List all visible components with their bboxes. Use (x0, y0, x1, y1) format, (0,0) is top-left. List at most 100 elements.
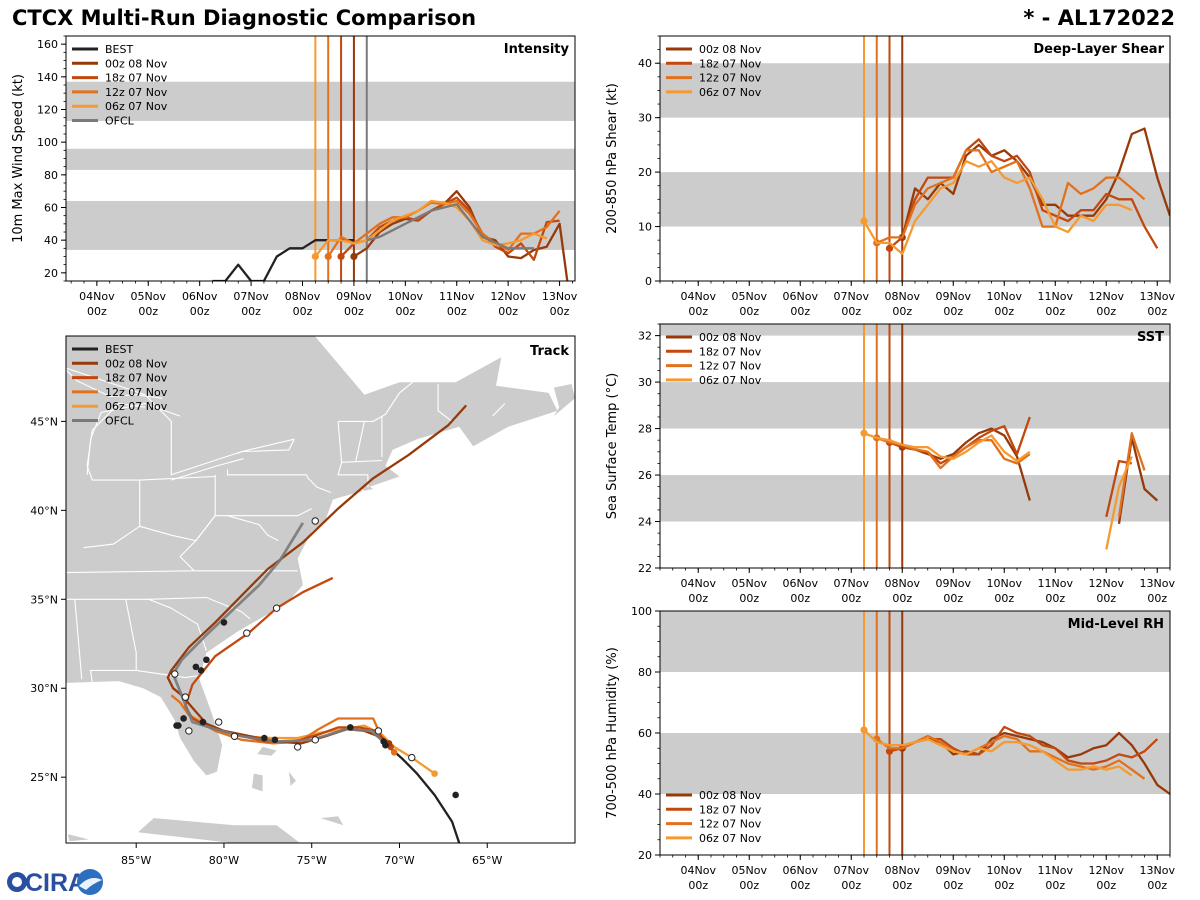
border-line (337, 459, 382, 476)
land (553, 384, 575, 417)
island (320, 816, 344, 826)
ofcl-marker (243, 629, 251, 637)
ofcl-marker (181, 693, 190, 701)
chart-shear: 0 10 20 30 40 04Nov 00z 05Nov 00z 06Nov 00z 07Nov 00… (605, 35, 1176, 318)
ofcl-marker (311, 736, 319, 744)
lat-tick-label: 40°N (30, 504, 58, 517)
y-tick-label: 60 (44, 202, 58, 215)
x-tick-label: 13Nov 00z (1140, 577, 1176, 605)
y-tick-label: 100 (631, 605, 652, 618)
best-track-marker (203, 656, 210, 664)
y-tick-label: 24 (638, 516, 652, 529)
x-tick-label: 05Nov 00z (732, 577, 768, 605)
border-line (214, 474, 312, 517)
best-track-marker (173, 722, 180, 729)
legend-label: 00z 08 Nov (105, 57, 168, 70)
chart-rh: 20 40 60 80 100 04Nov 00z 05Nov 00z 06Nov 00z 07Nov… (605, 605, 1175, 892)
land (66, 336, 558, 776)
series-line (1105, 456, 1133, 550)
x-tick-label: 04Nov 00z (681, 290, 717, 318)
border-line (179, 515, 216, 572)
legend-label: 06z 07 Nov (699, 86, 762, 99)
track-line (383, 742, 461, 843)
init-point (885, 747, 894, 755)
legend-label: 12z 07 Nov (105, 86, 168, 99)
y-tick-label: 60 (638, 727, 652, 740)
y-tick-label: 40 (44, 234, 58, 247)
y-tick-label: 40 (638, 57, 652, 70)
border-line (66, 596, 251, 620)
ofcl-marker (185, 727, 193, 735)
ofcl-marker (374, 727, 383, 735)
best-track-marker (220, 619, 228, 626)
x-tick-label: 13Nov 00z (1140, 864, 1176, 892)
x-tick-label: 13Nov 00z (1140, 290, 1176, 318)
plot-area-intensity (66, 36, 575, 281)
best-track-marker (347, 724, 354, 731)
legend-label: OFCL (105, 415, 135, 428)
x-tick-label: 13Nov 00z (542, 290, 578, 318)
x-tick-label: 07Nov 00z (834, 577, 870, 605)
y-tick-label: 120 (37, 104, 58, 117)
chart-sst: 22 24 26 28 30 32 04Nov 00z 05Nov 00z 06Nov 00z 07No… (605, 323, 1176, 605)
y-tick-label: 20 (44, 267, 58, 280)
x-tick-label: 11Nov 00z (1038, 577, 1074, 605)
land (575, 334, 645, 375)
x-tick-label: 10Nov 00z (987, 290, 1023, 318)
legend-label: 18z 07 Nov (699, 803, 762, 816)
map-frame (65, 335, 576, 844)
legend-label: 06z 07 Nov (699, 374, 762, 387)
series-line (353, 190, 569, 281)
border-line (66, 367, 295, 476)
ofcl-marker (171, 670, 179, 678)
plot-area-shear (660, 36, 1170, 281)
legend-label: 12z 07 Nov (699, 360, 762, 373)
legend-label: 06z 07 Nov (105, 100, 168, 113)
ofcl-marker (272, 604, 281, 612)
island (252, 773, 263, 792)
series-line (366, 203, 534, 250)
ofcl-marker (293, 743, 302, 751)
x-tick-label: 09Nov 00z (936, 290, 972, 318)
legend-label: 00z 08 Nov (699, 43, 762, 56)
y-axis-label: 700-500 hPa Humidity (%) (605, 647, 620, 819)
border-line (355, 421, 365, 463)
panel-title: Deep-Layer Shear (1033, 42, 1164, 57)
y-tick-label: 22 (638, 562, 652, 575)
init-point (311, 252, 319, 261)
lat-tick-label: 45°N (30, 415, 58, 428)
legend-label: OFCL (105, 115, 135, 128)
y-tick-label: 30 (638, 112, 652, 125)
ofcl-marker (408, 753, 416, 762)
x-tick-label: 06Nov 00z (783, 864, 819, 892)
ofcl-marker (215, 718, 223, 726)
lon-tick-label: 85°W (121, 854, 151, 867)
x-tick-label: 09Nov 00z (936, 577, 972, 605)
best-track-marker (380, 738, 387, 745)
x-tick-label: 12Nov 00z (490, 290, 526, 318)
storm-id: * - AL172022 (1023, 6, 1175, 30)
island (67, 834, 89, 842)
map-area (66, 334, 645, 843)
threshold-band (660, 382, 1170, 429)
x-tick-label: 08Nov 00z (885, 290, 921, 318)
y-axis-label: 10m Max Wind Speed (kt) (11, 74, 26, 243)
track-start-point (431, 770, 438, 777)
legend-label: 12z 07 Nov (699, 72, 762, 85)
track-start-point (390, 748, 398, 756)
x-tick-label: 12Nov 00z (1089, 290, 1125, 318)
series-line (863, 432, 1031, 463)
x-tick-label: 05Nov 00z (732, 290, 768, 318)
cira-logo: CIRA (7, 869, 103, 897)
border-line (226, 469, 332, 494)
x-tick-label: 10Nov 00z (987, 577, 1023, 605)
y-tick-label: 20 (638, 166, 652, 179)
legend-label: 18z 07 Nov (105, 372, 168, 385)
panel-title: Intensity (504, 42, 570, 57)
series-line (1117, 432, 1146, 518)
best-track-marker (180, 715, 187, 722)
legend-label: 18z 07 Nov (105, 72, 168, 85)
island (288, 771, 296, 787)
legend-label: 06z 07 Nov (105, 400, 168, 413)
